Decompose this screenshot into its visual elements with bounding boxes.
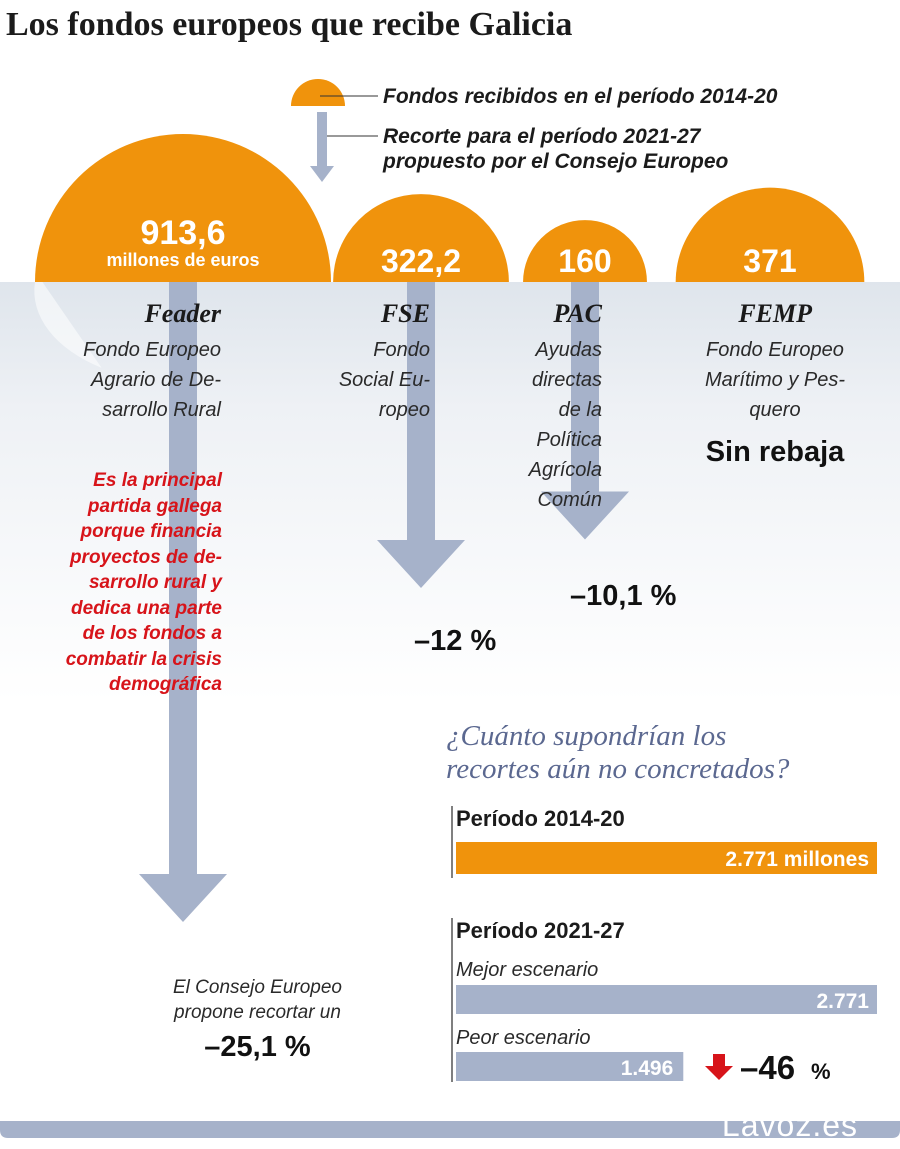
value-dome-pac — [523, 220, 647, 282]
cut-arrow-pac — [541, 282, 629, 540]
value-label-fse: 322,2 — [381, 243, 461, 279]
bar-label-best: 2.771 — [816, 990, 869, 1013]
change-unit: % — [811, 1059, 831, 1084]
scenario-label-worst: Peor escenario — [456, 1027, 591, 1049]
bar-label-worst: 1.496 — [621, 1057, 674, 1080]
footer-band — [0, 1121, 900, 1138]
bar-best — [456, 985, 877, 1014]
fund-desc-fse: Fondo Social Eu- ropeo — [338, 339, 430, 421]
feader-note: Es la principal partida gallega porque f… — [65, 470, 222, 695]
scenario-chart-title: ¿Cuánto supondrían los recortes aún no c… — [446, 720, 790, 785]
period-label-2014: Período 2014-20 — [456, 806, 625, 831]
value-label-femp: 371 — [743, 243, 796, 279]
value-dome-femp — [675, 187, 865, 282]
bar-label-2014: 2.771 millones — [725, 848, 869, 871]
fund-desc-pac: Ayudas directas de la Política Agrícola … — [528, 339, 602, 511]
value-dome-fse — [333, 194, 509, 282]
fund-desc-femp: Fondo Europeo Marítimo y Pes- quero — [704, 339, 846, 421]
change-value: –46 — [740, 1049, 796, 1086]
cut-arrow-feader — [139, 282, 227, 922]
cut-arrow-fse — [377, 282, 465, 588]
background-band — [0, 282, 900, 702]
bar-2014 — [456, 842, 877, 874]
brand-logo: Lavoz.es — [721, 1107, 858, 1143]
value-label-pac: 160 — [558, 243, 611, 279]
legend-cut-label-2: propuesto por el Consejo Europeo — [383, 150, 729, 173]
scenario-label-best: Mejor escenario — [456, 959, 599, 981]
femp-no-cut-label: Sin rebaja — [705, 436, 845, 468]
legend-dome-icon — [291, 79, 345, 106]
cut-label-pac: –10,1 % — [570, 580, 677, 612]
fund-name-pac: PAC — [553, 299, 602, 328]
legend-cut-label-1: Recorte para el período 2021-27 — [383, 125, 701, 148]
cut-label-feader: –25,1 % — [204, 1031, 311, 1063]
value-dome-feader — [35, 134, 331, 282]
legend-received-label: Fondos recibidos en el período 2014-20 — [383, 85, 778, 108]
down-arrow-icon — [705, 1054, 733, 1080]
page-title: Los fondos europeos que recibe Galicia — [6, 6, 573, 43]
fund-desc-feader: Fondo Europeo Agrario de De- sarrollo Ru… — [83, 339, 221, 421]
consejo-note: El Consejo Europeo propone recortar un — [173, 977, 342, 1023]
dome-reflection-feader — [34, 282, 102, 368]
cut-label-fse: –12 % — [414, 625, 497, 657]
value-label-feader: 913,6 — [140, 214, 225, 252]
bar-worst — [456, 1052, 684, 1081]
period-label-2021: Período 2021-27 — [456, 918, 625, 943]
fund-name-fse: FSE — [380, 299, 430, 328]
fund-name-femp: FEMP — [738, 299, 812, 328]
legend-arrow-icon — [310, 112, 334, 182]
value-unit-feader: millones de euros — [106, 250, 259, 270]
fund-name-feader: Feader — [144, 299, 221, 328]
